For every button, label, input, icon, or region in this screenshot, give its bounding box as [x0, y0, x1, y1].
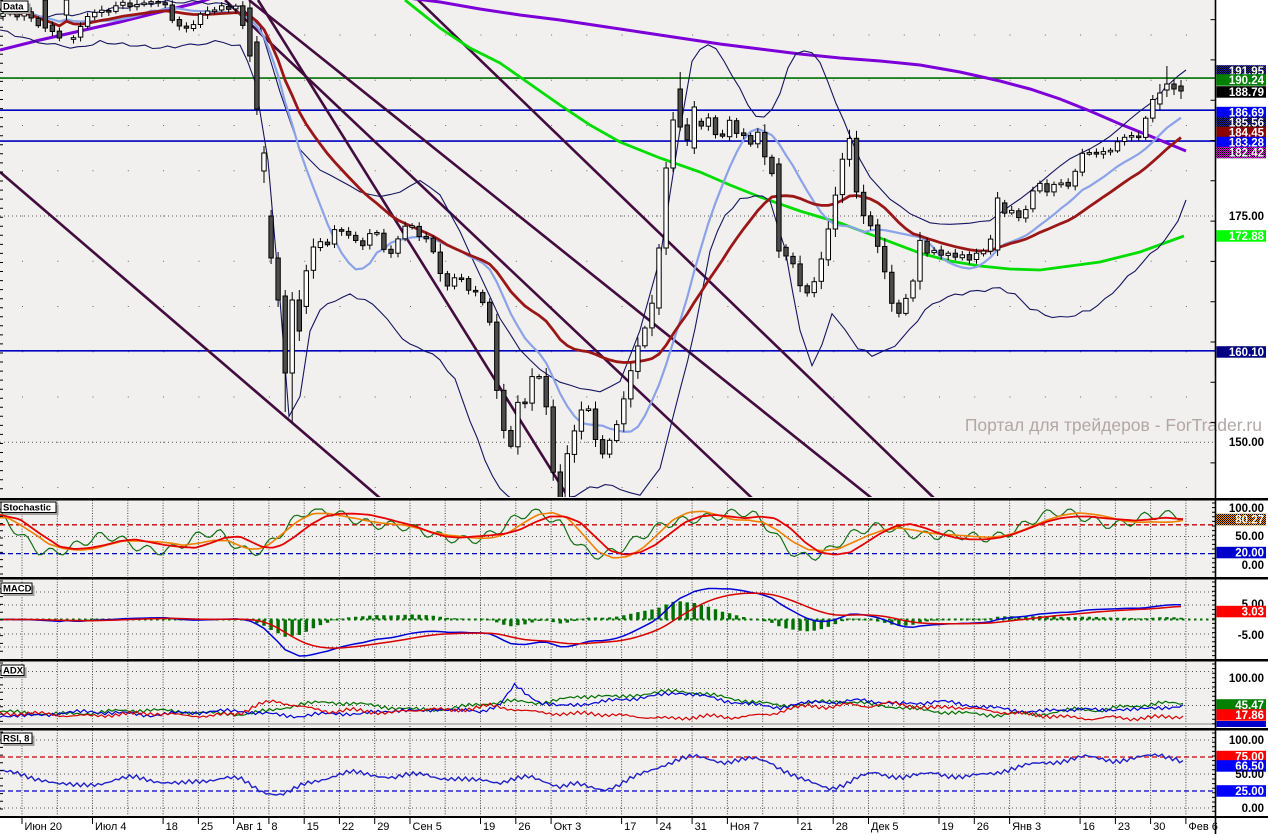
svg-text:28: 28 [836, 821, 848, 833]
svg-text:0.00: 0.00 [1242, 560, 1264, 572]
svg-text:26: 26 [977, 821, 989, 833]
svg-text:66.50: 66.50 [1235, 761, 1264, 773]
svg-text:Авг 1: Авг 1 [236, 821, 262, 833]
svg-text:3.03: 3.03 [1242, 607, 1264, 619]
svg-text:Портал для трейдеров - ForTrad: Портал для трейдеров - ForTrader.ru [965, 415, 1262, 435]
svg-text:0.00: 0.00 [1242, 803, 1264, 815]
svg-text:24: 24 [659, 821, 671, 833]
svg-text:19: 19 [942, 821, 954, 833]
svg-text:184.45: 184.45 [1229, 128, 1265, 140]
svg-text:21: 21 [800, 821, 812, 833]
svg-text:190.24: 190.24 [1229, 75, 1265, 87]
svg-text:-5.00: -5.00 [1238, 630, 1264, 642]
svg-text:25: 25 [201, 821, 213, 833]
svg-text:Янв 3: Янв 3 [1012, 821, 1041, 833]
svg-text:Data: Data [3, 2, 24, 13]
svg-text:Дек 5: Дек 5 [871, 821, 899, 833]
svg-text:50.00: 50.00 [1235, 769, 1264, 781]
svg-text:26: 26 [518, 821, 530, 833]
svg-text:17: 17 [624, 821, 636, 833]
svg-text:15: 15 [307, 821, 319, 833]
svg-text:29: 29 [377, 821, 389, 833]
svg-text:Июн 20: Июн 20 [25, 821, 63, 833]
svg-text:Июл 4: Июл 4 [95, 821, 127, 833]
svg-text:MACD: MACD [3, 584, 32, 595]
svg-text:150.00: 150.00 [1229, 437, 1264, 449]
svg-text:172.88: 172.88 [1229, 231, 1265, 243]
svg-text:175.00: 175.00 [1229, 211, 1264, 223]
svg-text:19: 19 [483, 821, 495, 833]
svg-text:160.10: 160.10 [1229, 347, 1264, 359]
svg-text:17.86: 17.86 [1235, 710, 1264, 722]
svg-text:31: 31 [695, 821, 707, 833]
svg-text:16: 16 [1083, 821, 1095, 833]
svg-text:183.28: 183.28 [1229, 138, 1265, 150]
svg-text:80.27: 80.27 [1235, 515, 1264, 527]
svg-text:45.47: 45.47 [1235, 700, 1264, 712]
svg-text:8: 8 [271, 821, 277, 833]
svg-text:22: 22 [342, 821, 354, 833]
svg-text:185.56: 185.56 [1229, 118, 1264, 130]
svg-text:188.79: 188.79 [1229, 87, 1264, 99]
svg-text:Сен 5: Сен 5 [413, 821, 442, 833]
svg-text:Stochastic: Stochastic [3, 503, 51, 514]
svg-text:23: 23 [1118, 821, 1130, 833]
svg-text:50.00: 50.00 [1235, 531, 1264, 543]
svg-text:25.00: 25.00 [1235, 786, 1264, 798]
svg-text:30: 30 [1153, 821, 1165, 833]
svg-text:18: 18 [166, 821, 178, 833]
svg-text:Ноя 7: Ноя 7 [730, 821, 759, 833]
svg-text:Фев 6: Фев 6 [1188, 821, 1218, 833]
svg-text:RSI, 8: RSI, 8 [3, 734, 29, 745]
svg-text:Окт 3: Окт 3 [554, 821, 582, 833]
svg-text:100.00: 100.00 [1229, 735, 1264, 747]
svg-text:ADX: ADX [3, 666, 24, 677]
svg-text:20.00: 20.00 [1235, 548, 1264, 560]
svg-text:100.00: 100.00 [1229, 673, 1264, 685]
svg-text:100.00: 100.00 [1229, 503, 1264, 515]
svg-text:186.69: 186.69 [1229, 108, 1264, 120]
svg-text:182.42: 182.42 [1229, 148, 1264, 160]
